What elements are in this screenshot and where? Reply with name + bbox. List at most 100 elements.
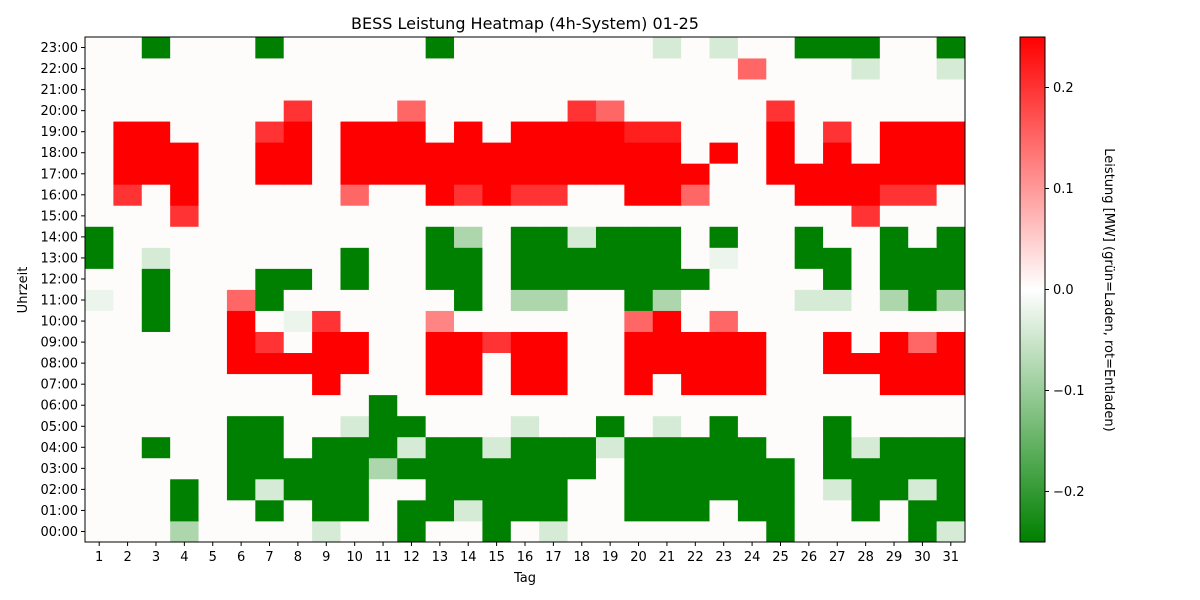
heatmap-cell	[510, 184, 540, 206]
heatmap-cell	[113, 352, 143, 375]
y-axis: 00:00 01:00 02:00 03:00 04:00 05:00 06:00 07:00…	[41, 41, 85, 540]
heatmap-cell	[936, 79, 966, 101]
heatmap-cell	[170, 394, 199, 417]
heatmap-cell	[283, 100, 313, 122]
heatmap-cell	[908, 121, 938, 143]
x-tick-label: 21	[659, 550, 676, 565]
heatmap-cell	[141, 289, 171, 311]
heatmap-cell	[425, 520, 455, 543]
heatmap-cell	[170, 79, 199, 101]
x-tick-label: 9	[322, 550, 330, 565]
heatmap-cell	[908, 142, 938, 164]
x-axis: 1 2 3 4 5 6 7 8 9 10 11 12 13 14 15 16 17 18 19 20 21 22 23 24 2…	[95, 542, 959, 565]
heatmap-cell	[113, 58, 143, 80]
heatmap-cell	[681, 58, 710, 80]
heatmap-cell	[794, 121, 824, 143]
y-tick-label: 10:00	[41, 315, 78, 330]
heatmap-cell	[85, 121, 114, 143]
heatmap-cell	[851, 58, 881, 80]
heatmap-cell	[113, 457, 143, 480]
heatmap-cell	[454, 247, 483, 269]
heatmap-cell	[823, 457, 852, 480]
heatmap-cell	[312, 205, 341, 227]
heatmap-cell	[624, 37, 654, 59]
heatmap-cell	[340, 100, 370, 122]
heatmap-cell	[255, 310, 285, 332]
heatmap-cell	[255, 457, 285, 480]
y-tick-label: 23:00	[41, 41, 78, 56]
heatmap-cell	[283, 310, 313, 332]
heatmap-cell	[397, 394, 427, 417]
heatmap-cell	[539, 310, 568, 332]
heatmap-cell	[85, 205, 114, 227]
heatmap-cell	[141, 247, 171, 269]
heatmap-cell	[539, 436, 568, 459]
heatmap-cell	[85, 520, 114, 543]
heatmap-cell	[482, 226, 512, 248]
heatmap-cell	[198, 184, 228, 206]
heatmap-cell	[85, 100, 114, 122]
heatmap-cell	[510, 331, 540, 354]
heatmap-cell	[539, 79, 568, 101]
heatmap-cell	[681, 457, 710, 480]
heatmap-cell	[454, 226, 483, 248]
heatmap-cell	[595, 184, 625, 206]
heatmap-cell	[283, 289, 313, 311]
heatmap-cell	[283, 268, 313, 290]
heatmap-cell	[312, 373, 341, 396]
heatmap-cell	[851, 289, 881, 311]
heatmap-cell	[510, 310, 540, 332]
heatmap-cell	[681, 478, 710, 501]
heatmap-cell	[255, 247, 285, 269]
heatmap-cell	[312, 415, 341, 438]
heatmap-cell	[908, 226, 938, 248]
heatmap-cell	[425, 121, 455, 143]
heatmap-cell	[539, 247, 568, 269]
heatmap-cell	[681, 142, 710, 164]
heatmap-cell	[226, 289, 256, 311]
heatmap-cell	[170, 142, 199, 164]
heatmap-cell	[681, 520, 710, 543]
heatmap-cell	[510, 268, 540, 290]
heatmap-cell	[709, 79, 739, 101]
heatmap-cell	[567, 478, 597, 501]
heatmap-cell	[425, 268, 455, 290]
heatmap-cell	[595, 520, 625, 543]
heatmap-cell	[766, 520, 796, 543]
heatmap-cell	[482, 394, 512, 417]
heatmap-cell	[397, 121, 427, 143]
heatmap-cell	[397, 142, 427, 164]
heatmap-cell	[681, 247, 710, 269]
heatmap-cell	[595, 289, 625, 311]
heatmap-cell	[198, 37, 228, 59]
heatmap-cell	[624, 373, 654, 396]
heatmap-cell	[652, 457, 682, 480]
heatmap-cell	[198, 499, 228, 522]
heatmap-cell	[595, 100, 625, 122]
x-axis-label: Tag	[513, 571, 536, 586]
heatmap-cell	[936, 352, 966, 375]
colorbar-tick-label: 0.0	[1053, 283, 1074, 298]
heatmap-cell	[141, 520, 171, 543]
heatmap-cell	[397, 100, 427, 122]
heatmap-cell	[879, 226, 909, 248]
heatmap-cell	[113, 226, 143, 248]
heatmap-cell	[737, 373, 767, 396]
heatmap-cell	[113, 310, 143, 332]
heatmap-cell	[624, 247, 654, 269]
heatmap-cell	[454, 394, 483, 417]
heatmap-cell	[454, 373, 483, 396]
heatmap-cell	[113, 247, 143, 269]
heatmap-cell	[170, 331, 199, 354]
heatmap-cell	[539, 100, 568, 122]
heatmap-cell	[823, 79, 852, 101]
heatmap-cell	[595, 247, 625, 269]
y-axis-label: Uhrzeit	[16, 267, 31, 314]
heatmap-cell	[539, 268, 568, 290]
heatmap-cell	[85, 394, 114, 417]
x-tick-label: 29	[886, 550, 903, 565]
heatmap-cell	[908, 436, 938, 459]
heatmap-cell	[141, 163, 171, 185]
heatmap-cell	[681, 184, 710, 206]
heatmap-cell	[737, 352, 767, 375]
